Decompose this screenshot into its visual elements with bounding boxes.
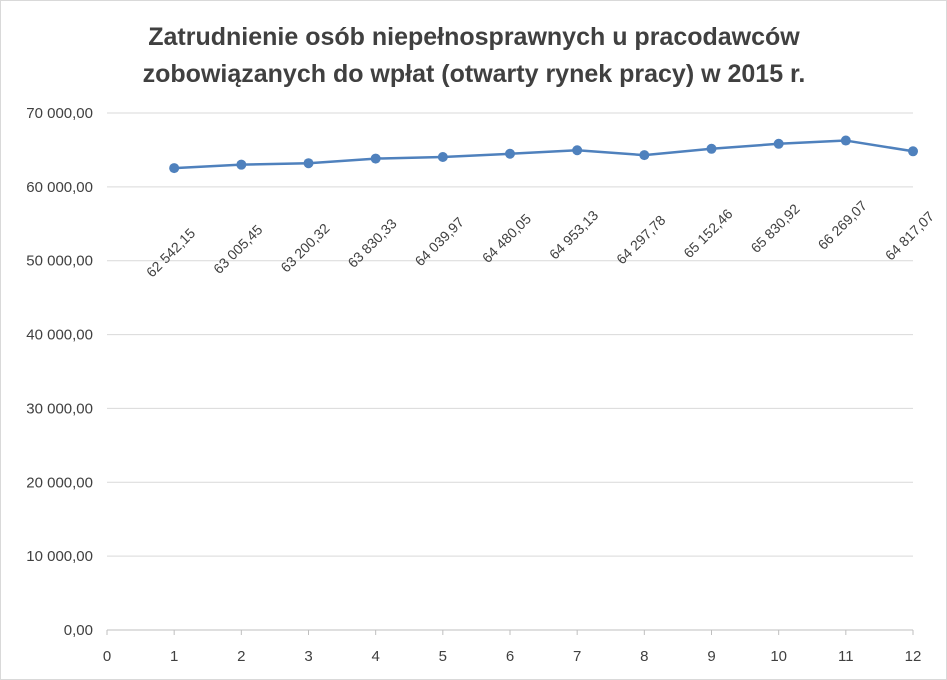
data-point — [840, 135, 851, 146]
x-tick-label: 2 — [237, 648, 245, 665]
gridlines — [107, 112, 913, 557]
x-tick-label: 11 — [838, 648, 854, 665]
x-tick-label: 4 — [371, 648, 379, 665]
x-tick-label: 3 — [304, 648, 312, 665]
data-point — [236, 159, 247, 170]
data-label: 64 480,05 — [479, 210, 535, 266]
x-tick-label: 1 — [170, 648, 178, 665]
data-point — [908, 146, 918, 157]
x-tick-label: 5 — [439, 648, 447, 665]
x-tick-label: 8 — [640, 648, 648, 665]
data-point — [303, 158, 314, 169]
data-point — [639, 150, 650, 161]
data-label: 66 269,07 — [815, 197, 871, 253]
data-point — [572, 145, 583, 156]
data-label: 62 542,15 — [143, 225, 199, 281]
data-labels: 62 542,15 63 005,45 63 200,32 63 830,33 64 0… — [143, 197, 937, 280]
y-tick-label: 10 000,00 — [26, 548, 93, 565]
axes: 0,00 10 000,00 20 000,00 30 000,00 40 000,00… — [26, 105, 921, 665]
series — [169, 135, 918, 174]
data-label: 64 297,78 — [613, 212, 669, 268]
data-label: 63 005,45 — [210, 221, 266, 277]
y-tick-label: 40 000,00 — [26, 327, 93, 344]
data-point — [169, 163, 180, 174]
data-label: 63 830,33 — [344, 215, 400, 271]
y-tick-label: 60 000,00 — [26, 179, 93, 196]
x-tick-label: 0 — [103, 648, 111, 665]
data-label: 63 200,32 — [277, 220, 333, 276]
data-label: 65 830,92 — [747, 200, 803, 256]
data-label: 64 817,07 — [882, 208, 938, 264]
data-point — [370, 153, 381, 164]
y-tick-label: 50 000,00 — [26, 253, 93, 270]
y-tick-label: 30 000,00 — [26, 400, 93, 417]
x-tick-label: 10 — [770, 648, 787, 665]
chart-title-line-2: zobowiązanych do wpłat (otwarty rynek pr… — [143, 60, 806, 88]
y-tick-label: 0,00 — [64, 622, 93, 639]
data-point — [773, 138, 784, 149]
chart-title-line-1: Zatrudnienie osób niepełnosprawnych u pr… — [148, 23, 800, 51]
data-point — [505, 148, 515, 159]
data-point — [706, 143, 717, 154]
x-tick-label: 9 — [707, 648, 715, 665]
data-point — [437, 152, 448, 163]
data-label: 64 953,13 — [546, 207, 602, 263]
x-tick-label: 7 — [573, 648, 581, 665]
y-tick-label: 20 000,00 — [26, 474, 93, 491]
x-tick-label: 12 — [905, 648, 922, 665]
y-tick-label: 70 000,00 — [26, 105, 93, 122]
x-tick-label: 6 — [506, 648, 514, 665]
series-line — [174, 139, 914, 170]
data-label: 65 152,46 — [680, 205, 736, 261]
